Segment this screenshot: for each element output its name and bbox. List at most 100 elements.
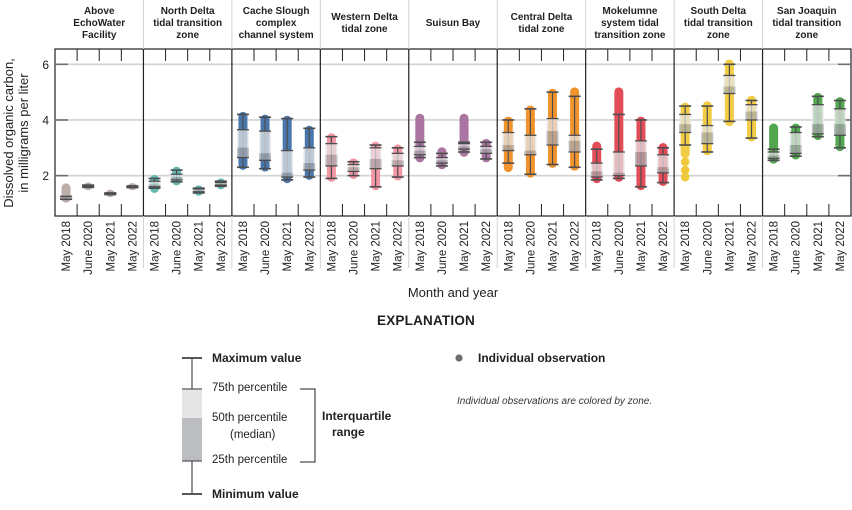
x-category-label: May 2022 — [570, 221, 582, 272]
iqr-upper-box — [369, 147, 382, 159]
x-category-label: May 2021 — [459, 221, 471, 272]
legend-upper-box — [182, 389, 202, 418]
zone-title: EchoWater — [73, 18, 125, 29]
legend-note: Individual observations are colored by z… — [457, 396, 653, 407]
iqr-lower-box — [435, 160, 448, 164]
zone-title: tidal transition — [772, 18, 841, 29]
box-plot-chart: Dissolved organic carbon, in milligrams … — [1, 0, 852, 300]
x-category-label: May 2018 — [503, 221, 515, 272]
iqr-upper-box — [347, 164, 360, 168]
iqr-lower-box — [347, 167, 360, 172]
x-category-label: May 2022 — [216, 221, 228, 272]
iqr-upper-box — [789, 132, 802, 146]
x-category-label: June 2020 — [83, 221, 95, 275]
legend-p75-label: 75th percentile — [212, 382, 288, 394]
iqr-lower-box — [657, 167, 670, 173]
iqr-upper-box — [192, 189, 205, 191]
observation-dot — [680, 157, 690, 167]
x-category-label: May 2021 — [636, 221, 648, 272]
iqr-upper-box — [767, 151, 780, 156]
iqr-upper-box — [679, 114, 692, 125]
iqr-lower-box — [325, 154, 338, 166]
legend-box-glyph — [182, 357, 202, 495]
zone-title: zone — [707, 30, 730, 41]
iqr-bracket-svg — [300, 388, 316, 463]
iqr-bracket-line — [300, 388, 316, 463]
iqr-upper-box — [435, 157, 448, 161]
x-category-label: May 2022 — [835, 221, 847, 272]
observation-dot — [680, 165, 690, 175]
iqr-lower-box — [701, 132, 714, 144]
legend-iqr-label-line2: range — [332, 425, 365, 439]
zone-title: zone — [795, 30, 818, 41]
x-category-label: May 2021 — [371, 221, 383, 272]
iqr-upper-box — [259, 131, 272, 154]
x-category-label: May 2018 — [769, 221, 781, 272]
iqr-lower-box — [811, 124, 824, 134]
x-category-label: May 2022 — [747, 221, 759, 272]
y-tick-label: 2 — [42, 169, 49, 183]
iqr-lower-box — [612, 172, 625, 176]
iqr-upper-box — [458, 143, 471, 147]
iqr-upper-box — [502, 132, 515, 146]
x-category-label: May 2021 — [813, 221, 825, 272]
iqr-lower-box — [303, 163, 316, 171]
iqr-upper-box — [524, 135, 537, 151]
iqr-upper-box — [590, 163, 603, 172]
x-category-label: June 2020 — [525, 221, 537, 275]
x-category-label: May 2021 — [194, 221, 206, 272]
iqr-lower-box — [546, 131, 559, 146]
iqr-upper-box — [281, 150, 294, 173]
zone-title: tidal zone — [518, 24, 565, 35]
x-category-label: May 2018 — [150, 221, 162, 272]
legend-title: EXPLANATION — [377, 313, 475, 328]
y-axis-title-line1: Dissolved organic carbon, — [1, 58, 16, 208]
iqr-lower-box — [524, 150, 537, 155]
x-category-label: June 2020 — [260, 221, 272, 275]
iqr-lower-box — [369, 158, 382, 169]
iqr-lower-box — [413, 150, 426, 155]
x-axis-title: Month and year — [408, 285, 499, 300]
x-category-label: June 2020 — [702, 221, 714, 275]
x-category-label: May 2021 — [724, 221, 736, 272]
iqr-lower-box — [458, 146, 471, 150]
zone-title: Cache Slough — [243, 6, 310, 17]
zone-title: Facility — [82, 30, 117, 41]
iqr-lower-box — [767, 155, 780, 159]
zone-title: South Delta — [691, 6, 747, 17]
iqr-upper-box — [657, 154, 670, 168]
iqr-upper-box — [303, 147, 316, 164]
x-category-label: May 2021 — [105, 221, 117, 272]
iqr-upper-box — [413, 146, 426, 151]
iqr-upper-box — [214, 182, 227, 184]
iqr-upper-box — [480, 146, 493, 150]
x-category-label: June 2020 — [349, 221, 361, 275]
x-category-label: May 2018 — [238, 221, 250, 272]
x-category-label: June 2020 — [172, 221, 184, 275]
iqr-upper-box — [612, 151, 625, 173]
x-category-label: May 2018 — [592, 221, 604, 272]
x-category-label: May 2022 — [304, 221, 316, 272]
legend-observation-label: Individual observation — [478, 351, 606, 365]
x-category-label: June 2020 — [791, 221, 803, 275]
zone-title: complex — [256, 18, 297, 29]
x-category-label: May 2022 — [393, 221, 405, 272]
x-category-label: May 2022 — [481, 221, 493, 272]
zone-title: channel system — [239, 30, 314, 41]
zone-title: Western Delta — [331, 12, 398, 23]
observation-dot-icon — [455, 354, 463, 362]
zone-title: North Delta — [161, 6, 215, 17]
x-category-label: May 2018 — [415, 221, 427, 272]
iqr-upper-box — [325, 143, 338, 155]
iqr-upper-box — [701, 125, 714, 133]
observation-dot — [680, 172, 690, 182]
legend-p50-label: 50th percentile — [212, 412, 288, 424]
iqr-upper-box — [391, 153, 404, 161]
iqr-lower-box — [590, 171, 603, 178]
iqr-lower-box — [679, 124, 692, 133]
